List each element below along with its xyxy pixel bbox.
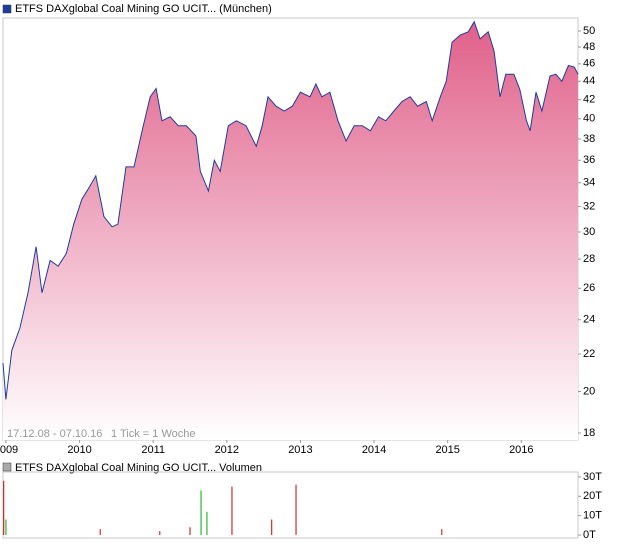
annotation: 17.12.08 - 07.10.16: [7, 428, 102, 440]
x-tick-label: 2013: [288, 444, 312, 456]
x-tick-label: 2014: [362, 444, 386, 456]
y-tick-label: 42: [583, 94, 595, 106]
volume-bar: [295, 484, 297, 535]
x-tick-label: 2012: [215, 444, 239, 456]
x-tick-label: 2010: [67, 444, 91, 456]
volume-bar: [206, 511, 208, 535]
y-tick-label: 10T: [583, 510, 602, 522]
volume-bar: [441, 529, 443, 535]
legend-label: ETFS DAXglobal Coal Mining GO UCIT... Vo…: [15, 462, 262, 474]
y-tick-label: 32: [583, 200, 595, 212]
volume-bar: [271, 519, 273, 535]
y-tick-label: 34: [583, 177, 595, 189]
price-line: [2, 20, 579, 400]
y-tick-label: 26: [583, 282, 595, 294]
legend-label: ETFS DAXglobal Coal Mining GO UCIT... (M…: [15, 3, 272, 15]
volume-bar: [200, 490, 202, 535]
area-fill: [3, 21, 578, 440]
y-tick-label: 18: [583, 427, 595, 439]
volume-bar: [99, 529, 101, 535]
y-tick-label: 20T: [583, 490, 602, 502]
y-tick-label: 46: [583, 58, 595, 70]
y-tick-label: 0T: [583, 529, 596, 541]
y-tick-label: 22: [583, 348, 595, 360]
volume-bar: [5, 519, 7, 535]
legend-swatch: [2, 462, 12, 472]
volume-bar: [3, 480, 5, 535]
y-tick-label: 30T: [583, 471, 602, 483]
y-tick-label: 44: [583, 75, 595, 87]
x-tick-label: 2015: [435, 444, 459, 456]
y-tick-label: 30: [583, 226, 595, 238]
plot-frame: [2, 471, 579, 539]
legend-swatch: [2, 4, 12, 14]
x-tick-label: 2009: [0, 444, 18, 456]
y-tick-label: 24: [583, 314, 595, 326]
y-tick-label: 50: [583, 25, 595, 37]
annotation: 1 Tick = 1 Woche: [111, 428, 195, 440]
y-tick-label: 28: [583, 253, 595, 265]
volume-bar: [189, 527, 191, 535]
x-tick-label: 2016: [509, 444, 533, 456]
x-tick-label: 2011: [141, 444, 165, 456]
y-tick-label: 48: [583, 41, 595, 53]
y-tick-label: 20: [583, 385, 595, 397]
volume-bar: [231, 486, 233, 535]
y-tick-label: 38: [583, 133, 595, 145]
volume-bar: [159, 531, 161, 535]
y-tick-label: 36: [583, 154, 595, 166]
y-tick-label: 40: [583, 113, 595, 125]
